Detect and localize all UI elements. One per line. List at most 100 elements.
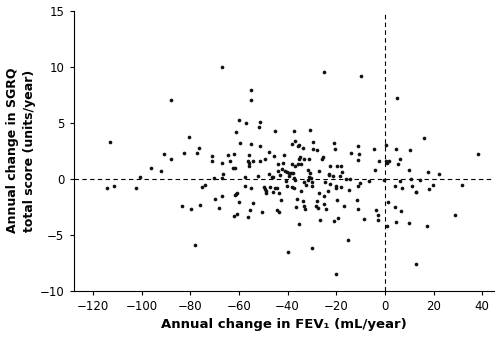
Point bbox=[424, 169, 432, 175]
Point bbox=[356, 181, 364, 186]
Point bbox=[332, 271, 340, 277]
Point bbox=[284, 169, 292, 175]
Point bbox=[232, 191, 240, 197]
Point bbox=[236, 141, 244, 146]
Point bbox=[356, 73, 364, 78]
Point bbox=[202, 182, 209, 187]
Point bbox=[167, 97, 175, 103]
Point bbox=[370, 147, 378, 152]
Point bbox=[271, 185, 279, 190]
Point bbox=[248, 185, 256, 191]
Point bbox=[383, 161, 391, 166]
Point bbox=[218, 160, 226, 165]
Point bbox=[231, 165, 239, 171]
Point bbox=[298, 188, 306, 193]
Point bbox=[240, 174, 248, 179]
Point bbox=[397, 208, 405, 214]
Point bbox=[308, 246, 316, 251]
Point bbox=[276, 172, 283, 177]
Point bbox=[178, 204, 186, 209]
Point bbox=[396, 179, 404, 184]
Point bbox=[300, 156, 308, 161]
Point bbox=[284, 170, 292, 175]
Point bbox=[372, 207, 380, 213]
Point bbox=[346, 176, 354, 181]
Point bbox=[386, 159, 394, 164]
Point bbox=[338, 170, 345, 175]
Point bbox=[319, 154, 327, 159]
Point bbox=[230, 213, 238, 218]
Point bbox=[232, 129, 240, 135]
Point bbox=[234, 212, 241, 217]
Point bbox=[474, 151, 482, 157]
Point bbox=[302, 182, 310, 188]
Point bbox=[274, 161, 282, 166]
Point bbox=[256, 158, 264, 164]
Point bbox=[375, 159, 383, 164]
Point bbox=[354, 206, 362, 212]
Point bbox=[245, 163, 253, 168]
Point bbox=[355, 152, 363, 157]
Point bbox=[187, 206, 195, 211]
Point bbox=[291, 139, 299, 144]
Point bbox=[229, 166, 237, 171]
Point bbox=[234, 200, 242, 205]
Point bbox=[344, 238, 352, 243]
Point bbox=[396, 157, 404, 162]
Point bbox=[294, 143, 302, 148]
Point bbox=[320, 194, 328, 199]
Point bbox=[196, 202, 203, 208]
Point bbox=[308, 179, 316, 185]
Point bbox=[244, 215, 252, 220]
Point bbox=[304, 175, 312, 180]
Point bbox=[230, 192, 238, 198]
Point bbox=[407, 176, 415, 181]
Point bbox=[185, 134, 193, 140]
Point bbox=[196, 145, 203, 151]
Point bbox=[244, 161, 252, 166]
Point bbox=[336, 163, 344, 168]
Point bbox=[273, 207, 281, 213]
Point bbox=[224, 152, 232, 158]
Point bbox=[265, 149, 273, 155]
Point bbox=[285, 174, 293, 179]
Point bbox=[434, 171, 442, 177]
Point bbox=[274, 168, 281, 174]
Point bbox=[246, 141, 254, 146]
Point bbox=[288, 170, 296, 175]
Point bbox=[392, 219, 400, 225]
Point bbox=[218, 193, 226, 199]
Point bbox=[160, 151, 168, 156]
Point bbox=[300, 179, 308, 185]
Point bbox=[244, 153, 252, 158]
Point bbox=[255, 125, 263, 130]
Point bbox=[405, 168, 413, 173]
Point bbox=[352, 197, 360, 203]
Point bbox=[324, 173, 332, 178]
Point bbox=[308, 175, 316, 181]
Point bbox=[391, 183, 399, 189]
Point bbox=[416, 178, 424, 183]
Point bbox=[106, 139, 114, 145]
Point bbox=[300, 204, 308, 209]
Point bbox=[324, 189, 332, 194]
Point bbox=[270, 174, 278, 180]
Point bbox=[262, 190, 270, 196]
Point bbox=[314, 191, 322, 196]
Point bbox=[244, 158, 252, 163]
Point bbox=[412, 261, 420, 267]
Point bbox=[274, 186, 281, 191]
Point bbox=[315, 168, 323, 174]
Point bbox=[382, 158, 390, 164]
Point bbox=[318, 157, 326, 162]
Point bbox=[226, 158, 234, 164]
Point bbox=[330, 174, 338, 179]
Point bbox=[398, 185, 406, 190]
Point bbox=[288, 161, 296, 167]
Point bbox=[260, 184, 268, 189]
Point bbox=[198, 184, 206, 189]
Point bbox=[218, 175, 226, 181]
Point bbox=[215, 205, 223, 210]
Point bbox=[384, 200, 392, 205]
Point bbox=[406, 221, 413, 226]
